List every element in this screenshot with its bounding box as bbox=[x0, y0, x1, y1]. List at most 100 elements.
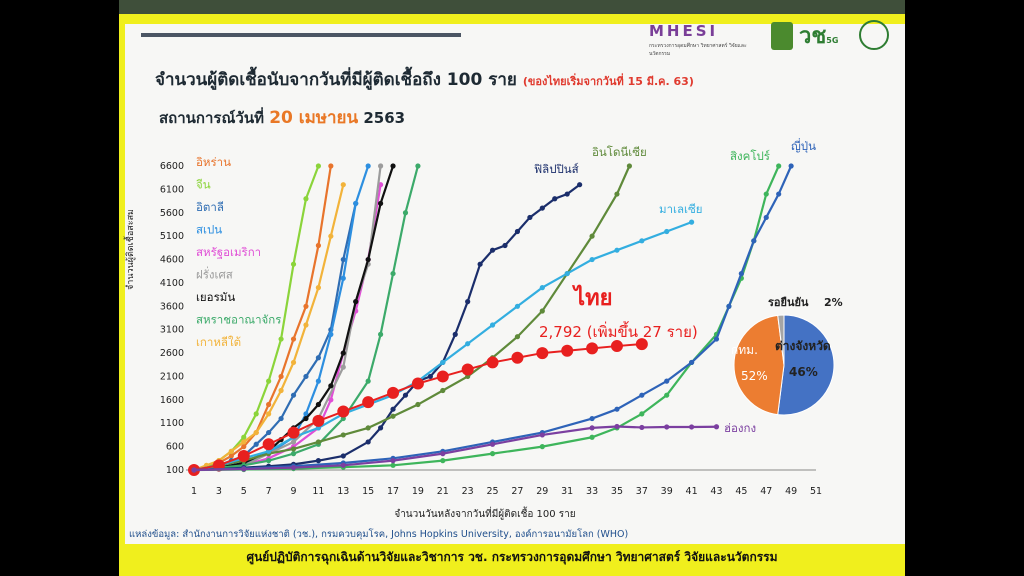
data-point bbox=[461, 363, 474, 376]
slide: MHESI กระทรวงการอุดมศึกษา วิทยาศาสตร์ วิ… bbox=[119, 0, 905, 576]
data-point bbox=[788, 163, 794, 169]
pie-value: 52% bbox=[741, 369, 768, 383]
data-point bbox=[378, 425, 384, 431]
x-tick-label: 23 bbox=[462, 486, 474, 497]
subtitle-date: 20 เมษายน bbox=[269, 108, 359, 128]
y-tick-label: 2100 bbox=[160, 371, 184, 382]
data-point bbox=[278, 387, 284, 394]
sg-logo-text: 5G bbox=[826, 36, 839, 45]
y-tick-label: 2600 bbox=[160, 348, 184, 359]
data-point bbox=[241, 439, 247, 445]
data-point bbox=[315, 285, 321, 291]
y-axis-label: จำนวนผู้ติดเชื้อสะสม bbox=[126, 209, 136, 290]
series-line bbox=[193, 165, 793, 472]
data-point bbox=[340, 453, 346, 459]
x-tick-label: 49 bbox=[785, 486, 797, 497]
data-point bbox=[514, 334, 521, 340]
vor-logo-text: วช bbox=[799, 24, 827, 49]
y-tick-label: 600 bbox=[166, 442, 184, 453]
x-tick-label: 9 bbox=[290, 486, 296, 497]
data-point bbox=[738, 270, 744, 277]
data-point bbox=[564, 191, 570, 197]
data-point bbox=[253, 411, 259, 417]
data-point bbox=[378, 331, 384, 337]
data-point bbox=[303, 303, 309, 309]
data-point bbox=[539, 205, 545, 211]
x-tick-label: 39 bbox=[661, 486, 673, 497]
y-tick-label: 5100 bbox=[160, 231, 184, 242]
data-point bbox=[390, 458, 396, 464]
y-tick-label: 6100 bbox=[160, 184, 184, 195]
data-point bbox=[440, 458, 446, 464]
data-point bbox=[315, 355, 321, 361]
data-point bbox=[539, 432, 545, 438]
yellow-bar bbox=[119, 14, 905, 24]
series-label: สหราชอาณาจักร bbox=[196, 313, 281, 327]
x-tick-label: 15 bbox=[362, 486, 374, 497]
data-point bbox=[614, 423, 620, 430]
data-point bbox=[713, 336, 720, 342]
data-point bbox=[191, 467, 197, 473]
data-point bbox=[328, 233, 334, 239]
y-tick-label: 1100 bbox=[160, 418, 184, 429]
data-point bbox=[287, 426, 300, 439]
chart-area: 1006001100160021002600310036004100460051… bbox=[160, 138, 843, 520]
data-point bbox=[303, 322, 309, 328]
data-point bbox=[411, 377, 424, 390]
thai-annotation-label: ไทย bbox=[572, 284, 612, 311]
data-point bbox=[664, 424, 670, 430]
pie-slice bbox=[777, 314, 835, 416]
data-point bbox=[664, 378, 670, 384]
x-tick-label: 11 bbox=[312, 486, 324, 497]
data-point bbox=[726, 303, 732, 309]
accent-line bbox=[141, 33, 461, 37]
data-point bbox=[390, 413, 396, 419]
mhesi-logo-subtitle: กระทรวงการอุดมศึกษา วิทยาศาสตร์ วิจัยและ… bbox=[649, 43, 747, 57]
data-point bbox=[340, 364, 346, 370]
data-point bbox=[511, 351, 524, 364]
data-point bbox=[340, 432, 346, 438]
data-point bbox=[577, 182, 583, 188]
data-point bbox=[315, 163, 321, 169]
data-point bbox=[253, 429, 259, 436]
data-point bbox=[639, 424, 645, 431]
data-point bbox=[290, 439, 297, 445]
data-point bbox=[689, 424, 695, 430]
data-point bbox=[614, 191, 620, 197]
data-point bbox=[303, 196, 309, 202]
data-point bbox=[390, 406, 396, 412]
data-point bbox=[639, 392, 645, 398]
data-point bbox=[315, 458, 321, 464]
data-point bbox=[290, 261, 297, 267]
x-tick-label: 17 bbox=[387, 486, 399, 497]
data-point bbox=[486, 356, 499, 369]
data-point bbox=[365, 163, 371, 169]
data-point bbox=[610, 340, 623, 353]
data-point bbox=[390, 163, 396, 169]
data-point bbox=[415, 401, 421, 408]
y-tick-label: 4600 bbox=[160, 255, 184, 266]
data-point bbox=[315, 401, 321, 408]
data-point bbox=[337, 405, 350, 418]
vor-logo: วช5G bbox=[799, 18, 838, 53]
data-point bbox=[353, 200, 359, 207]
data-point bbox=[303, 415, 309, 422]
data-point bbox=[312, 414, 325, 427]
y-tick-label: 4100 bbox=[160, 278, 184, 289]
data-point bbox=[266, 401, 272, 408]
pie-label: กทม. bbox=[731, 343, 758, 357]
series-label: สิงคโปร์ bbox=[730, 149, 770, 163]
data-point bbox=[262, 438, 275, 451]
data-point bbox=[626, 163, 632, 169]
data-point bbox=[290, 451, 297, 457]
series-label: อิตาลี bbox=[196, 200, 224, 214]
data-point bbox=[365, 425, 371, 431]
chart-subtitle: สถานการณ์วันที่ 20 เมษายน 2563 bbox=[159, 104, 405, 131]
source-note: แหล่งข้อมูล: สำนักงานการวิจัยแห่งชาติ (ว… bbox=[129, 529, 629, 540]
series-label: มาเลเซีย bbox=[659, 202, 703, 216]
data-point bbox=[237, 449, 250, 462]
data-point bbox=[290, 392, 297, 398]
data-point bbox=[303, 411, 309, 417]
data-point bbox=[589, 415, 595, 422]
x-tick-label: 5 bbox=[241, 486, 247, 497]
